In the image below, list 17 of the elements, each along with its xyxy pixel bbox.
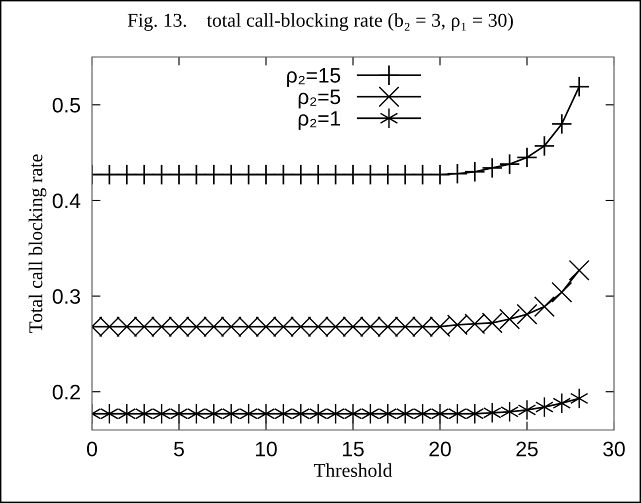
x-tick-label: 15	[343, 442, 364, 456]
x-tick-label: 20	[429, 442, 451, 456]
x-tick-label: 25	[516, 442, 538, 456]
y-tick-label: 0.4	[52, 193, 80, 208]
x-axis-title: Threshold	[314, 463, 392, 477]
y-tick-label: 0.3	[52, 289, 80, 304]
legend-label: ρ₂=5	[298, 90, 340, 108]
y-tick-label: 0.2	[52, 384, 80, 400]
x-tick-label: 5	[174, 442, 184, 456]
legend-label: ρ₂=15	[287, 68, 340, 87]
x-tick-label: 0	[87, 442, 97, 456]
x-tick-label: 30	[603, 442, 625, 456]
x-tick-label: 10	[256, 442, 277, 456]
y-tick-label: 0.5	[52, 98, 80, 113]
y-axis-title: Total call blocking rate	[28, 154, 46, 333]
chart-title: Fig. 13. total call-blocking rate (b₂ = 3, ρ₁ = 30)	[128, 13, 513, 31]
legend-label: ρ₂=1	[298, 111, 340, 130]
